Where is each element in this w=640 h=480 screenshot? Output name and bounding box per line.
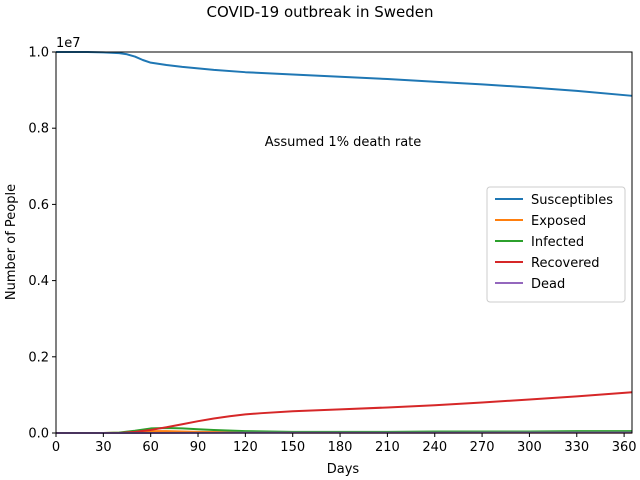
x-tick-label: 360 (612, 440, 637, 455)
x-tick-label: 120 (233, 440, 258, 455)
x-tick-label: 150 (280, 440, 305, 455)
x-tick-label: 240 (422, 440, 447, 455)
y-axis-label: Number of People (4, 184, 19, 300)
y-tick-label: 0.2 (28, 350, 49, 365)
x-tick-label: 300 (517, 440, 542, 455)
x-tick-label: 210 (375, 440, 400, 455)
legend-label-recovered: Recovered (531, 256, 600, 271)
x-tick-label: 330 (564, 440, 589, 455)
legend-label-susceptibles: Susceptibles (531, 193, 613, 208)
x-tick-label: 90 (190, 440, 207, 455)
legend-frame (486, 186, 626, 303)
x-axis-label: Days (327, 462, 360, 477)
chart-title: COVID-19 outbreak in Sweden (206, 3, 433, 21)
y-tick-label: 0.0 (28, 427, 49, 442)
plot-area: 0 30 60 90 120 150 180 210 240 270 300 330 360 0.0 0.2… (28, 46, 636, 456)
x-tick-label: 60 (142, 440, 159, 455)
x-tick-label: 30 (95, 440, 112, 455)
x-tick-label: 180 (328, 440, 353, 455)
x-tick-label: 270 (470, 440, 495, 455)
y-tick-label: 0.6 (28, 198, 49, 213)
legend-label-dead: Dead (531, 277, 565, 292)
x-tick-label: 0 (52, 440, 60, 455)
series-line-recovered (56, 391, 633, 434)
legend-label-exposed: Exposed (531, 214, 586, 229)
series-line-infected (56, 427, 632, 434)
legend: Susceptibles Exposed Infected Recovered Dead (486, 186, 626, 303)
legend-label-infected: Infected (531, 235, 584, 250)
annotation-death-rate: Assumed 1% death rate (265, 135, 422, 150)
y-tick-label: 0.8 (28, 122, 49, 137)
y-tick-label: 1.0 (28, 46, 49, 61)
y-tick-label: 0.4 (28, 274, 49, 289)
axes-frame (55, 51, 633, 434)
series-line-susceptibles (56, 51, 633, 97)
y-offset-label: 1e7 (56, 36, 81, 51)
